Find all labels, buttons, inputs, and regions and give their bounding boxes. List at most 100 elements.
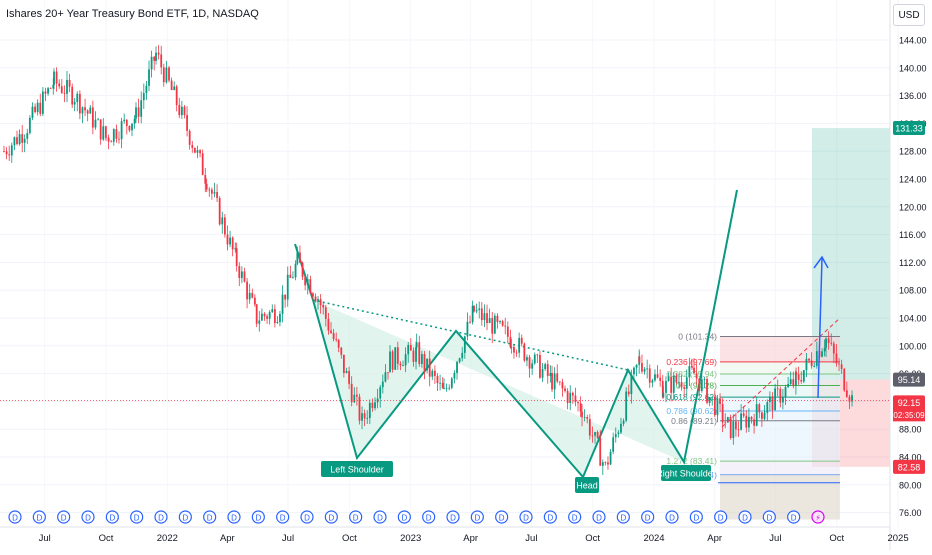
fib-band — [720, 374, 840, 386]
dividend-marker — [641, 510, 655, 524]
candle-body — [415, 347, 417, 362]
head-and-shoulders-pattern — [294, 189, 738, 479]
candle-body — [363, 413, 366, 419]
currency-button[interactable]: USD — [893, 4, 925, 26]
candle-body — [160, 54, 163, 68]
fib-label: 1.272 (83.41) — [666, 456, 717, 466]
dividend-marker — [276, 510, 290, 524]
price-badge-label: 131.33 — [895, 124, 923, 134]
candle-body — [795, 371, 797, 375]
price-badge — [893, 121, 925, 136]
candle-body — [253, 297, 256, 305]
candle-body — [10, 145, 13, 156]
candle-body — [708, 397, 711, 403]
candle-body — [255, 304, 258, 324]
price-badge — [893, 407, 925, 422]
dividend-marker-label: D — [645, 514, 651, 523]
candle-body — [450, 378, 453, 388]
candle-body — [327, 318, 330, 331]
candle-body — [8, 154, 11, 156]
pattern-label: Head — [576, 481, 598, 491]
candle-body — [523, 343, 526, 361]
candle-body — [635, 364, 638, 368]
candle-body — [204, 174, 207, 184]
x-tick-label: Jul — [525, 533, 537, 544]
candle-body — [832, 343, 835, 354]
candle-body — [596, 432, 599, 438]
candle-body — [276, 322, 279, 323]
candle-body — [289, 274, 292, 278]
x-tick-label: Oct — [342, 533, 357, 544]
candle-body — [260, 313, 263, 321]
candle-body — [719, 398, 721, 404]
candle-body — [135, 107, 137, 119]
candle-body — [678, 382, 680, 383]
candle-body — [774, 388, 777, 411]
candle-body — [55, 71, 58, 84]
candle-body — [223, 217, 226, 235]
candle-body — [782, 397, 784, 403]
candle-body — [528, 357, 531, 369]
candle-body — [183, 106, 186, 116]
fib-label: 0.86 (89.21) — [671, 416, 717, 426]
dividend-marker-label: D — [499, 514, 505, 523]
x-tick-label: 2025 — [887, 533, 908, 544]
candle-body — [549, 372, 552, 376]
x-tick-label: Jul — [769, 533, 781, 544]
candle-body — [475, 309, 478, 312]
dividend-marker — [349, 510, 363, 524]
candle-body — [506, 326, 509, 337]
dividend-marker — [178, 510, 192, 524]
price-badges: 131.33 95.14 92.15 02:35:09 82.58 — [893, 121, 925, 474]
candle-body — [641, 363, 643, 372]
candle-body — [431, 370, 434, 377]
candle-body — [52, 84, 55, 89]
candle-body — [604, 462, 607, 464]
candle-body — [683, 387, 686, 389]
dividend-marker — [519, 510, 533, 524]
candle-body — [753, 419, 756, 426]
candle-body — [299, 252, 301, 263]
candle-body — [802, 370, 805, 382]
dividend-marker-label: D — [85, 514, 91, 523]
candle-body — [569, 392, 572, 404]
candle-body — [713, 396, 716, 416]
candle-body — [433, 370, 436, 376]
candle-body — [453, 372, 456, 379]
candle-body — [366, 417, 369, 419]
candle-body — [574, 395, 577, 403]
x-tick-label: Apr — [463, 533, 478, 544]
candle-body — [591, 435, 594, 437]
candle-body — [488, 318, 491, 324]
candle-body — [213, 192, 216, 194]
candle-body — [703, 379, 706, 380]
candle-body — [137, 107, 140, 117]
candle-body — [436, 375, 439, 384]
dividend-marker — [227, 510, 241, 524]
candle-body — [404, 354, 407, 366]
candle-body — [76, 93, 79, 102]
candle-body — [118, 138, 120, 140]
dividend-marker — [738, 510, 752, 524]
pattern-fill — [313, 300, 684, 477]
dividend-marker — [324, 510, 338, 524]
candle-body — [145, 85, 148, 93]
candle-body — [607, 462, 609, 465]
candle-body — [384, 372, 387, 382]
y-tick-label: 120.00 — [899, 202, 927, 212]
dividend-marker — [154, 510, 168, 524]
candle-body — [675, 375, 678, 383]
candle-body — [170, 80, 173, 91]
candle-body — [268, 312, 271, 319]
candle-body — [142, 92, 145, 101]
candle-body — [461, 352, 464, 359]
dividend-marker — [714, 510, 728, 524]
candle-body — [423, 354, 426, 371]
candle-body — [617, 432, 620, 434]
candle-body — [31, 106, 34, 118]
candle-body — [402, 365, 404, 367]
candle-body — [840, 364, 843, 369]
candle-body — [835, 353, 838, 364]
